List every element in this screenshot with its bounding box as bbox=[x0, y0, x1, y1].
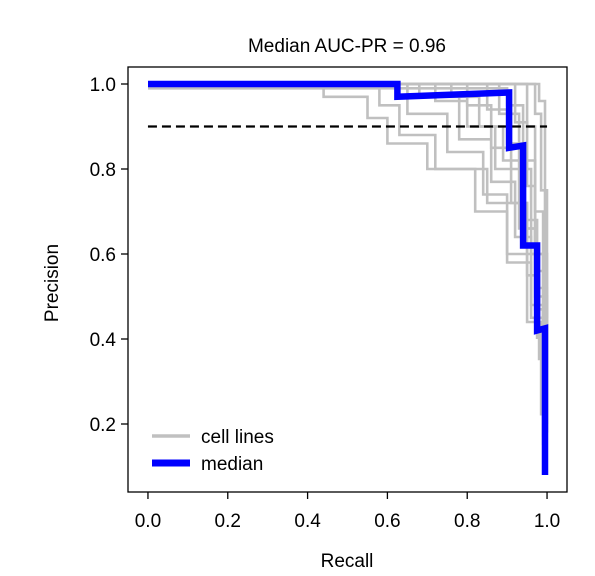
y-tick-label: 0.2 bbox=[90, 415, 116, 436]
cell-line-curve-10 bbox=[148, 87, 547, 403]
x-tick-label: 0.4 bbox=[294, 511, 321, 532]
cell-line-curve-5 bbox=[148, 82, 545, 382]
cell-line-curve-1 bbox=[148, 82, 549, 318]
x-axis-label: Recall bbox=[321, 551, 374, 572]
x-tick-label: 0.2 bbox=[215, 511, 241, 532]
y-tick-label: 1.0 bbox=[90, 75, 116, 96]
x-axis-ticks: 0.0 0.2 0.4 0.6 0.8 1.0 bbox=[135, 492, 560, 532]
legend-label-1: cell lines bbox=[201, 427, 274, 448]
x-tick-label: 0.8 bbox=[454, 511, 480, 532]
legend: cell lines median bbox=[152, 427, 274, 475]
x-tick-label: 1.0 bbox=[534, 511, 560, 532]
cell-line-curve-14 bbox=[148, 82, 545, 399]
plot-frame bbox=[127, 66, 568, 493]
cell-line-curve-6 bbox=[148, 82, 549, 424]
cell-line-curve-13 bbox=[148, 82, 545, 437]
x-tick-label: 0.0 bbox=[135, 511, 161, 532]
cell-line-curve-9 bbox=[148, 82, 549, 433]
cell-lines-series bbox=[148, 82, 549, 446]
x-tick-label: 0.6 bbox=[374, 511, 400, 532]
median-series bbox=[148, 80, 549, 475]
y-tick-label: 0.8 bbox=[90, 160, 116, 181]
y-axis-ticks: 0.2 0.4 0.6 0.8 1.0 bbox=[90, 75, 128, 436]
y-axis-label: Precision bbox=[42, 244, 63, 322]
cell-line-curve-2 bbox=[148, 82, 545, 390]
median-curve bbox=[148, 80, 549, 475]
cell-line-curve-7 bbox=[148, 82, 543, 416]
y-tick-label: 0.6 bbox=[90, 245, 116, 266]
chart-title: Median AUC-PR = 0.96 bbox=[248, 36, 446, 57]
cell-line-curve-12 bbox=[148, 82, 547, 297]
legend-label-2: median bbox=[201, 454, 263, 475]
y-tick-label: 0.4 bbox=[90, 330, 117, 351]
